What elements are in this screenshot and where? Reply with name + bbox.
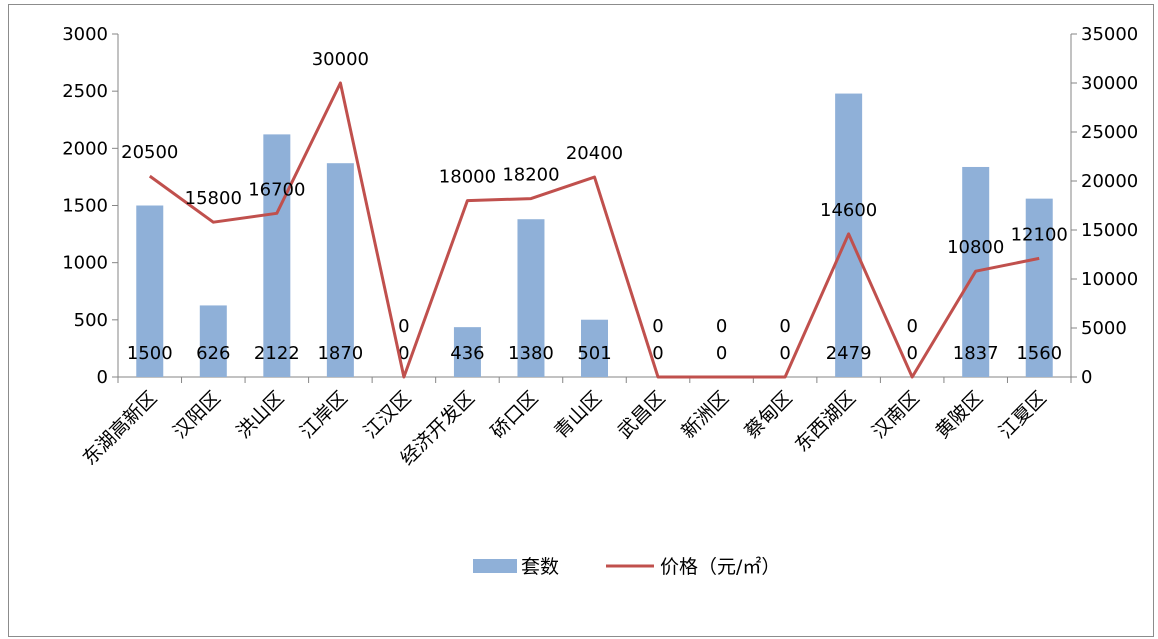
x-category-label: 蔡甸区 — [741, 387, 797, 443]
y-right-tick-label: 35000 — [1081, 24, 1138, 45]
y-right-tick-label: 20000 — [1081, 171, 1138, 192]
legend-label-line: 价格（元/㎡） — [660, 555, 780, 578]
x-category-label: 洪山区 — [232, 387, 288, 443]
bar — [326, 163, 354, 377]
x-category-label: 东西湖区 — [791, 387, 860, 456]
bar — [263, 134, 291, 377]
legend-swatch-bar — [473, 559, 517, 573]
bar-data-label: 1870 — [317, 343, 363, 364]
legend-label-bar: 套数 — [521, 556, 559, 578]
x-category-label: 江汉区 — [360, 387, 416, 443]
line-data-label: 10800 — [947, 237, 1004, 258]
bar — [453, 327, 481, 377]
y-right-tick-label: 25000 — [1081, 122, 1138, 143]
line-data-label: 18000 — [439, 167, 496, 188]
line-data-label: 18200 — [502, 165, 559, 186]
y-left-tick-label: 1500 — [62, 196, 108, 217]
bar-data-label: 0 — [652, 343, 663, 364]
bar-data-label: 0 — [716, 343, 727, 364]
bar-data-label: 501 — [577, 343, 611, 364]
y-right-tick-label: 0 — [1081, 367, 1092, 388]
bar-data-label: 0 — [906, 343, 917, 364]
y-left-tick-label: 500 — [74, 310, 108, 331]
bar-data-label: 2122 — [254, 343, 300, 364]
x-category-label: 江岸区 — [296, 387, 352, 443]
bar — [136, 205, 164, 377]
bar-data-label: 1837 — [953, 343, 999, 364]
y-right-tick-label: 5000 — [1081, 318, 1127, 339]
x-category-label: 新洲区 — [677, 387, 733, 443]
x-category-label: 江夏区 — [995, 387, 1051, 443]
line-data-label: 0 — [906, 316, 917, 337]
line-data-label: 20500 — [121, 142, 178, 163]
y-left-tick-label: 3000 — [62, 24, 108, 45]
bar — [581, 319, 608, 377]
bar — [1025, 198, 1053, 377]
y-left-tick-label: 2000 — [62, 138, 108, 159]
line-data-label: 0 — [779, 316, 790, 337]
bar — [199, 305, 227, 377]
x-category-label: 汉阳区 — [169, 387, 225, 443]
line-data-label: 14600 — [820, 200, 877, 221]
bar-data-label: 1380 — [508, 343, 554, 364]
bar-data-label: 0 — [398, 343, 409, 364]
line-data-label: 12100 — [1011, 224, 1068, 245]
bar-data-label: 1560 — [1016, 343, 1062, 364]
bar-data-label: 1500 — [127, 343, 173, 364]
x-category-label: 武昌区 — [614, 387, 670, 443]
x-category-label: 东湖高新区 — [79, 387, 162, 470]
y-left-tick-label: 1000 — [62, 253, 108, 274]
bar-data-label: 626 — [196, 343, 230, 364]
line-data-label: 16700 — [248, 179, 305, 200]
y-left-tick-label: 0 — [97, 367, 108, 388]
line-data-label: 30000 — [312, 49, 369, 70]
bar-data-label: 2479 — [826, 343, 872, 364]
line-data-label: 15800 — [185, 188, 242, 209]
price-line — [148, 81, 1040, 379]
x-category-label: 青山区 — [550, 387, 606, 443]
line-data-label: 0 — [398, 316, 409, 337]
y-right-tick-label: 30000 — [1081, 73, 1138, 94]
x-category-label: 硚口区 — [487, 387, 543, 443]
bar-data-label: 436 — [450, 343, 484, 364]
bar-data-label: 0 — [779, 343, 790, 364]
x-category-label: 黄陂区 — [931, 387, 987, 443]
y-right-tick-label: 15000 — [1081, 220, 1138, 241]
line-data-label: 20400 — [566, 143, 623, 164]
bar — [517, 219, 545, 377]
line-data-label: 0 — [652, 316, 663, 337]
y-left-tick-label: 2500 — [62, 81, 108, 102]
line-data-label: 0 — [716, 316, 727, 337]
x-category-label: 汉南区 — [868, 387, 924, 443]
y-right-tick-label: 10000 — [1081, 269, 1138, 290]
